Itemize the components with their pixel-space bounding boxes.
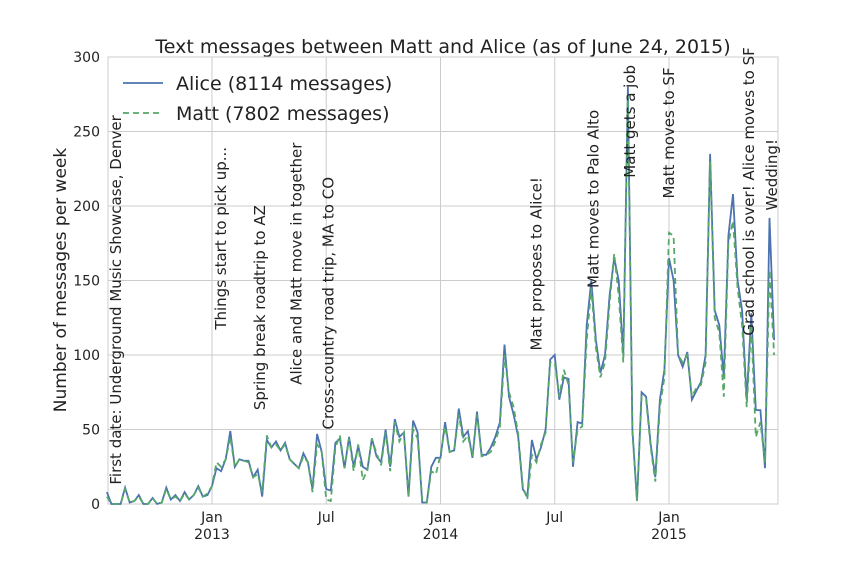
annotation: Grad school is over! Alice moves to SF (740, 47, 758, 335)
y-tick-label: 50 (82, 423, 100, 439)
y-tick-label: 200 (73, 199, 100, 215)
y-tick-label: 0 (91, 497, 100, 513)
annotation: Matt moves to SF (660, 67, 678, 198)
y-axis-label: Number of messages per week (51, 148, 71, 413)
annotation: Things start to pick up... (212, 147, 230, 331)
y-tick-label: 250 (73, 125, 100, 141)
y-tick-label: 150 (73, 274, 100, 290)
x-tick-label: Jul (546, 510, 564, 526)
y-tick-label: 100 (73, 348, 100, 364)
legend-label: Alice (8114 messages) (176, 73, 392, 95)
annotation: Alice and Matt move in together (288, 142, 306, 385)
annotation: Matt proposes to Alice! (527, 177, 545, 350)
annotation: Matt moves to Palo Alto (585, 110, 603, 288)
annotation: Cross-country road trip, MA to CO (320, 177, 338, 430)
annotation: Spring break roadtrip to AZ (251, 205, 269, 410)
x-tick-label: Jul (317, 510, 335, 526)
data-line (106, 94, 775, 506)
y-tick-label: 300 (73, 50, 100, 66)
x-tick-label: Jan 2013 (194, 510, 230, 543)
annotation: Wedding! (763, 139, 781, 210)
annotation: Matt gets a job (621, 65, 639, 178)
chart-title: Text messages between Matt and Alice (as… (154, 36, 730, 58)
annotation: First date: Underground Music Showcase, … (107, 114, 125, 484)
x-tick-label: Jan 2014 (422, 510, 459, 543)
x-tick-label: Jan 2015 (651, 510, 687, 543)
legend-label: Matt (7802 messages) (176, 103, 389, 125)
